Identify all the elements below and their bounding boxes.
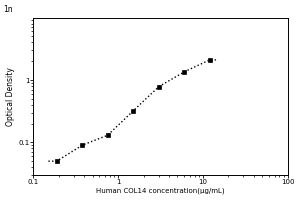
X-axis label: Human COL14 concentration(μg/mL): Human COL14 concentration(μg/mL) [96, 188, 225, 194]
Y-axis label: Optical Density: Optical Density [6, 67, 15, 126]
Text: 1n: 1n [3, 5, 13, 14]
